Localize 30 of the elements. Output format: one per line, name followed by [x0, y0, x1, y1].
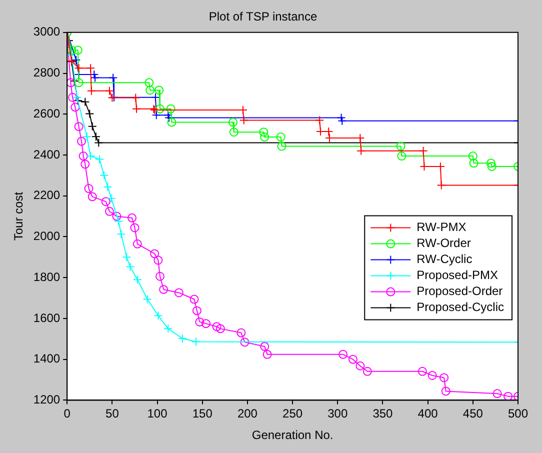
x-tick-label: 0	[64, 406, 71, 421]
x-tick-label: 500	[508, 406, 528, 421]
y-axis-title: Tour cost	[12, 191, 26, 241]
y-tick-label: 2200	[33, 188, 60, 202]
y-tick-label: 1800	[33, 270, 60, 284]
legend-label: RW-PMX	[416, 220, 466, 234]
y-tick-label: 2800	[33, 66, 60, 80]
x-tick-label: 250	[282, 406, 303, 421]
y-tick-label: 2600	[33, 106, 60, 120]
legend-label: Proposed-Order	[416, 284, 503, 298]
x-axis-title: Generation No.	[252, 428, 334, 442]
legend-label: RW-Order	[416, 236, 471, 250]
legend-label: RW-Cyclic	[416, 252, 472, 266]
x-tick-label: 350	[372, 406, 394, 421]
chart-title: Plot of TSP instance	[208, 10, 318, 24]
y-tick-label: 1400	[33, 352, 60, 366]
x-tick-label: 300	[328, 406, 348, 421]
legend-label: Proposed-PMX	[416, 268, 498, 282]
y-tick-label: 1600	[33, 310, 60, 325]
x-tick-label: 150	[192, 406, 213, 421]
x-tick-label: 200	[237, 406, 258, 421]
legend-label: Proposed-Cyclic	[416, 300, 504, 314]
y-tick-label: 2000	[33, 229, 60, 244]
x-tick-label: 50	[106, 406, 120, 421]
x-tick-label: 100	[147, 406, 168, 421]
y-tick-label: 2400	[33, 147, 60, 162]
y-tick-label: 3000	[33, 24, 60, 39]
y-tick-label: 1200	[33, 392, 60, 407]
x-tick-label: 450	[462, 406, 484, 421]
x-tick-label: 400	[418, 406, 438, 421]
